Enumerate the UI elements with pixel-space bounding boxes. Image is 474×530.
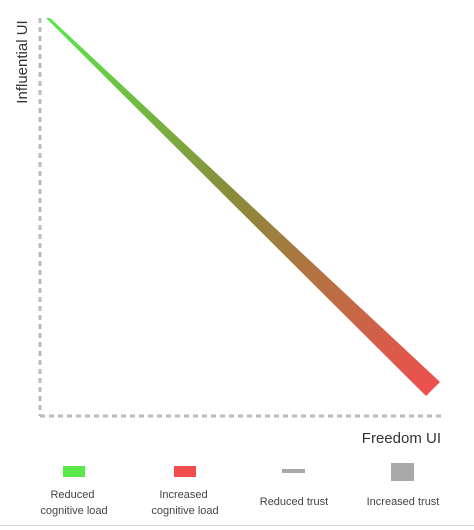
y-axis-label: Influential UI: [14, 20, 31, 103]
legend-swatch-increased-cognitive-load: [174, 466, 196, 477]
legend-label-increased-cognitive-load: Increased cognitive load: [151, 489, 218, 517]
legend-label-increased-trust: Increased trust: [367, 496, 440, 508]
x-axis-label: Freedom UI: [362, 430, 441, 447]
legend-swatch-reduced-trust: [282, 469, 305, 473]
legend-swatch-reduced-cognitive-load: [63, 466, 85, 477]
bottom-divider: [0, 525, 474, 526]
legend-label-reduced-trust: Reduced trust: [260, 496, 328, 508]
tradeoff-trend-band: [46, 18, 440, 396]
legend-swatch-increased-trust: [391, 463, 414, 481]
legend-label-reduced-cognitive-load: Reduced cognitive load: [40, 489, 107, 517]
